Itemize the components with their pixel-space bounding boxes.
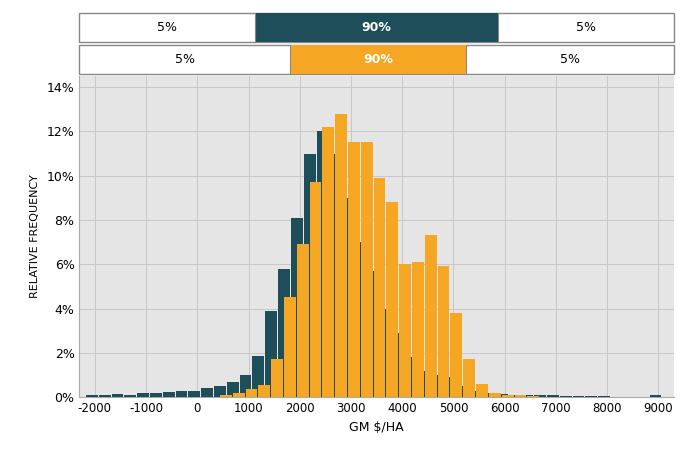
Bar bbox=[432, 375, 444, 397]
Bar bbox=[406, 357, 418, 397]
Bar bbox=[412, 262, 424, 397]
Bar bbox=[290, 46, 466, 74]
Text: 5%: 5% bbox=[560, 53, 580, 66]
Bar bbox=[515, 395, 527, 397]
Bar bbox=[258, 385, 270, 397]
Bar bbox=[138, 393, 149, 397]
Bar bbox=[214, 386, 226, 397]
Bar bbox=[419, 370, 430, 397]
Bar bbox=[386, 202, 398, 397]
Bar bbox=[233, 393, 245, 397]
Bar bbox=[368, 271, 379, 397]
Bar bbox=[201, 388, 213, 397]
Bar bbox=[451, 313, 462, 397]
Text: 5%: 5% bbox=[576, 21, 596, 34]
Bar bbox=[374, 178, 386, 397]
Bar bbox=[176, 391, 187, 397]
Bar bbox=[361, 142, 372, 397]
Bar bbox=[381, 308, 392, 397]
Bar bbox=[163, 392, 175, 397]
Bar bbox=[509, 395, 520, 397]
Bar bbox=[278, 269, 290, 397]
Bar bbox=[483, 393, 495, 397]
Bar bbox=[547, 395, 559, 397]
Bar bbox=[330, 154, 341, 397]
Bar bbox=[444, 377, 456, 397]
Bar bbox=[310, 182, 321, 397]
Bar bbox=[99, 395, 111, 397]
Bar bbox=[437, 266, 449, 397]
Bar bbox=[425, 235, 437, 397]
Bar bbox=[527, 396, 539, 397]
Bar bbox=[348, 142, 360, 397]
Bar bbox=[316, 131, 328, 397]
Bar bbox=[502, 395, 513, 397]
Bar bbox=[470, 391, 482, 397]
Text: 90%: 90% bbox=[363, 53, 393, 66]
Bar bbox=[271, 360, 283, 397]
Bar bbox=[650, 395, 661, 397]
Bar bbox=[335, 114, 347, 397]
Bar bbox=[112, 394, 124, 397]
Y-axis label: RELATIVE FREQUENCY: RELATIVE FREQUENCY bbox=[30, 175, 40, 298]
X-axis label: GM $/HA: GM $/HA bbox=[349, 421, 404, 433]
Bar bbox=[284, 298, 296, 397]
Bar bbox=[598, 396, 610, 397]
Bar bbox=[265, 311, 277, 397]
Bar bbox=[245, 390, 257, 397]
Text: 5%: 5% bbox=[175, 53, 195, 66]
Bar bbox=[560, 396, 571, 397]
Bar bbox=[496, 394, 508, 397]
Bar bbox=[585, 396, 597, 397]
Bar bbox=[150, 393, 162, 397]
Bar bbox=[220, 395, 231, 397]
Bar bbox=[323, 127, 334, 397]
Bar bbox=[240, 375, 252, 397]
Bar bbox=[227, 382, 238, 397]
Bar bbox=[304, 154, 316, 397]
Bar bbox=[124, 395, 136, 397]
Bar bbox=[252, 356, 264, 397]
Bar bbox=[355, 242, 367, 397]
Text: 90%: 90% bbox=[361, 21, 392, 34]
Bar bbox=[522, 395, 533, 397]
Bar bbox=[342, 198, 354, 397]
Bar bbox=[573, 396, 585, 397]
Bar bbox=[291, 218, 303, 397]
Bar bbox=[463, 360, 475, 397]
Bar bbox=[393, 333, 405, 397]
Bar bbox=[489, 393, 501, 397]
Bar bbox=[399, 264, 411, 397]
Text: 5%: 5% bbox=[157, 21, 177, 34]
Bar bbox=[297, 244, 309, 397]
Bar bbox=[457, 386, 469, 397]
Bar bbox=[476, 384, 488, 397]
Bar bbox=[534, 395, 546, 397]
Bar bbox=[255, 13, 498, 42]
Bar bbox=[86, 395, 98, 397]
Bar bbox=[189, 391, 200, 397]
